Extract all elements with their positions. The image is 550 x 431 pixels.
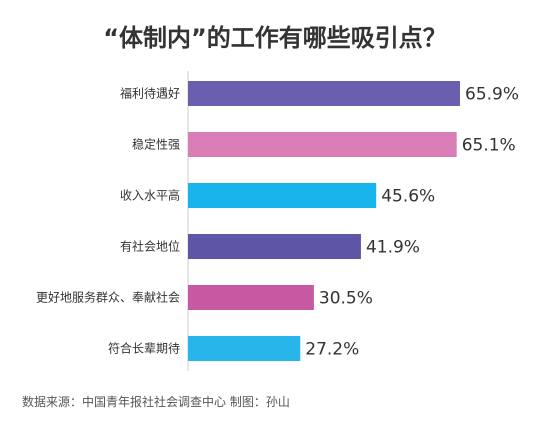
- bar-4: [188, 285, 314, 310]
- bar-5: [188, 336, 301, 361]
- category-label-1: 稳定性强: [132, 137, 180, 152]
- bar-0: [188, 81, 460, 106]
- category-label-0: 福利待遇好: [120, 86, 180, 101]
- value-label-0: 65.9%: [465, 85, 519, 105]
- value-label-2: 45.6%: [381, 187, 435, 207]
- value-label-1: 65.1%: [462, 136, 516, 156]
- value-label-4: 30.5%: [319, 289, 373, 309]
- value-label-3: 41.9%: [366, 238, 420, 258]
- bar-1: [188, 132, 457, 157]
- value-label-5: 27.2%: [305, 340, 359, 360]
- category-label-4: 更好地服务群众、奉献社会: [36, 290, 180, 305]
- category-label-2: 收入水平高: [120, 188, 180, 203]
- category-label-3: 有社会地位: [120, 239, 180, 254]
- chart-title: “体制内”的工作有哪些吸引点？: [103, 24, 447, 52]
- source-note: 数据来源：中国青年报社社会调查中心 制图：孙山: [22, 395, 290, 409]
- bar-2: [188, 183, 377, 208]
- category-label-5: 符合长辈期待: [108, 341, 180, 356]
- bar-3: [188, 234, 361, 259]
